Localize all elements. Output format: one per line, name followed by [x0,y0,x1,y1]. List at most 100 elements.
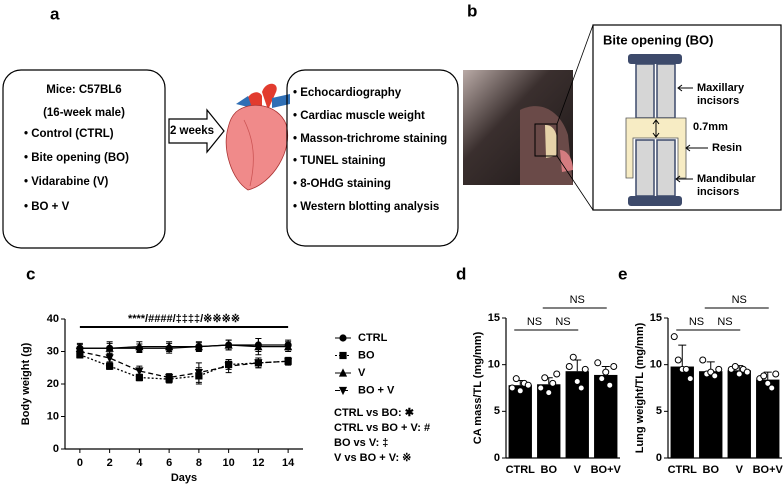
data-point [699,356,707,364]
arrow [168,108,225,154]
x-tick-label: 6 [166,457,172,469]
box-text: • Echocardiography [293,87,402,99]
data-point [610,363,618,371]
legend-label: BO + V [358,384,395,396]
x-tick-label: V [574,464,582,476]
data-point [743,368,751,376]
inset-label: Maxillary [697,82,745,94]
data-point [735,370,743,378]
x-tick-label: 12 [252,457,264,469]
data-point [606,381,614,389]
y-tick-label: 0 [656,452,662,464]
data-point [602,368,610,376]
x-tick-label: BO+V [591,464,622,476]
x-tick-label: V [736,464,744,476]
error-bar [573,359,582,372]
data-point [541,374,549,382]
x-tick-label: 10 [223,457,235,469]
bracket-label: NS [555,316,570,328]
box-text: (16-week male) [43,107,125,119]
note: BO vs V: ‡ [334,437,388,449]
bracket-label: NS [570,294,585,306]
series-line [79,344,289,349]
data-point [512,375,520,383]
series-line [79,350,289,379]
legend-label: CTRL [358,332,388,344]
x-tick-label: BO+V [753,464,784,476]
inset-label: incisors [697,95,739,107]
data-point [760,372,768,380]
bracket-label: NS [527,316,542,328]
x-tick-label: BO [703,464,720,476]
legend-label: V [358,367,366,379]
box-text: • Masson-trichrome staining [293,133,447,145]
data-point [524,381,532,389]
y-axis-label: Body weight (g) [20,342,32,425]
x-tick-label: BO [541,464,558,476]
bar [594,374,618,458]
marker [254,342,263,351]
y-tick-label: 15 [650,312,662,324]
data-point [715,365,723,373]
error-bar [763,371,772,380]
inset-title: Bite opening (BO) [603,32,714,47]
y-tick-label: 0 [494,452,500,464]
bracket-label: NS [717,316,732,328]
marker [135,342,144,351]
inset-label: Resin [712,142,742,154]
panel-label: d [456,264,466,283]
zoom-line [556,24,594,125]
panel-label: c [26,264,35,283]
mice-box [2,69,166,249]
marker [284,357,293,366]
box-text: • TUNEL staining [293,155,386,167]
data-point [711,372,719,380]
marker [105,343,114,352]
x-tick-label: 0 [77,457,83,469]
data-point [772,370,780,378]
data-point [565,363,573,371]
box-text: • BO + V [24,201,70,213]
data-point [577,384,585,392]
panel-label: a [50,4,60,23]
box-text: • Western blotting analysis [293,201,439,213]
bar [727,370,751,458]
x-axis-label: Days [171,472,197,484]
marker [165,373,174,383]
marker [106,362,114,370]
data-point [569,353,577,361]
box-text: • Vidarabine (V) [24,176,109,188]
data-point [581,365,589,373]
y-tick-label: 5 [494,405,500,417]
y-tick-label: 15 [488,312,500,324]
data-point [549,379,557,387]
marker [194,369,203,378]
bar [508,385,532,458]
box-text: • Bite opening (BO) [24,152,129,164]
panel-label: b [467,1,477,20]
bar [756,379,780,458]
note: CTRL vs BO + V: # [334,422,430,434]
box-text: • Control (CTRL) [24,128,114,140]
marker [75,347,84,357]
inset-label: incisors [697,186,739,198]
y-axis-label: CA mass/TL (mg/mm) [472,331,484,444]
data-point [731,363,739,371]
legend-marker [338,386,348,396]
x-tick-label: CTRL [506,464,536,476]
error-bar [678,344,687,367]
y-tick-label: 5 [656,405,662,417]
data-point [682,365,690,373]
panel-label: e [618,264,627,283]
x-tick-label: 8 [196,457,202,469]
heart [225,83,290,191]
y-tick-label: 30 [47,345,59,357]
box-text: • Cardiac muscle weight [293,110,425,122]
zoom-line [556,155,594,211]
marker [135,373,143,382]
x-tick-label: 2 [107,457,113,469]
x-tick-label: CTRL [668,464,698,476]
marker [224,340,233,349]
bite-diagram [625,54,708,206]
